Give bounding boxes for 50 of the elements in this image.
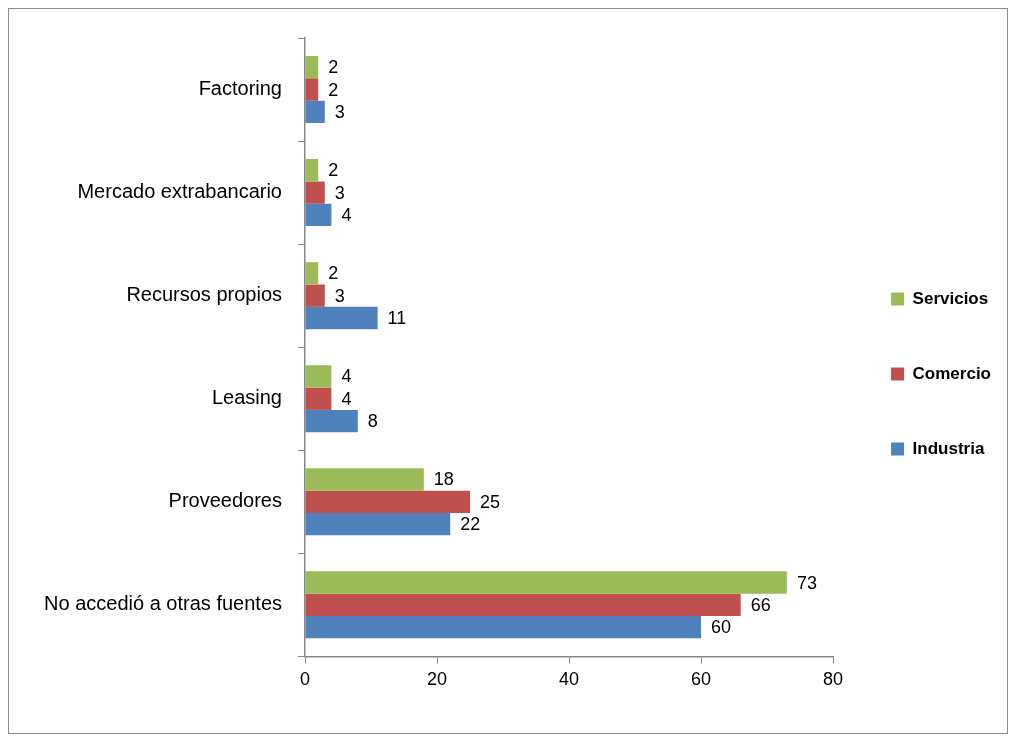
legend-label: Comercio (912, 363, 992, 383)
data-label: 3 (334, 182, 345, 203)
y-tick-label: Recursos propios (126, 283, 282, 306)
x-tick-label: 80 (823, 669, 844, 690)
data-label: 3 (334, 101, 345, 122)
bar (305, 181, 325, 204)
data-label: 2 (328, 57, 339, 78)
bar (305, 616, 702, 639)
data-label: 11 (387, 307, 407, 328)
data-label: 25 (480, 491, 501, 512)
bar (305, 284, 325, 307)
bar (305, 306, 378, 330)
bar (305, 56, 319, 79)
data-label: 18 (433, 469, 454, 490)
data-label: 2 (328, 263, 339, 284)
bar (305, 159, 319, 182)
data-label: 60 (711, 617, 732, 638)
data-label: 8 (367, 411, 378, 432)
y-tick-label: Factoring (198, 77, 282, 100)
data-label: 3 (334, 285, 345, 306)
bar (305, 78, 319, 101)
x-tick-label: 0 (299, 669, 311, 690)
x-tick-label: 20 (427, 669, 448, 690)
y-tick-label: Proveedores (168, 489, 282, 512)
bar (305, 365, 332, 388)
legend-label: Industria (912, 438, 985, 458)
x-tick-label: 60 (691, 669, 712, 690)
y-tick-label: No accedió a otras fuentes (44, 592, 282, 615)
data-label: 4 (341, 366, 352, 387)
data-label: 2 (328, 160, 339, 181)
bar (305, 100, 325, 124)
legend-label: Servicios (912, 288, 989, 308)
data-label: 4 (341, 388, 352, 409)
bar (305, 593, 741, 617)
data-label: 73 (796, 572, 817, 593)
x-tick-label: 40 (559, 669, 580, 690)
bar (305, 387, 332, 410)
data-label: 2 (328, 79, 339, 100)
bar (305, 512, 451, 536)
bar (305, 490, 471, 513)
bar (305, 262, 319, 285)
data-label: 4 (341, 204, 352, 225)
bar (305, 468, 424, 491)
bar (305, 203, 332, 227)
data-label: 22 (460, 514, 481, 535)
data-label: 66 (750, 594, 771, 615)
y-tick-label: Leasing (211, 386, 282, 409)
bar (305, 571, 787, 594)
bar (305, 409, 358, 433)
y-tick-label: Mercado extrabancario (77, 180, 282, 203)
